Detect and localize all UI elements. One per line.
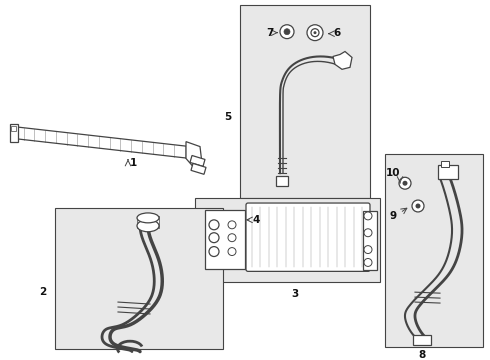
- Circle shape: [228, 248, 236, 256]
- Bar: [363, 211, 377, 270]
- Circle shape: [209, 233, 219, 243]
- Text: 10: 10: [386, 168, 400, 178]
- Circle shape: [228, 234, 236, 242]
- Text: 6: 6: [333, 28, 341, 38]
- Circle shape: [280, 25, 294, 39]
- Bar: [276, 176, 288, 186]
- Text: 4: 4: [252, 215, 260, 225]
- Bar: [195, 198, 380, 282]
- FancyBboxPatch shape: [246, 203, 370, 271]
- Bar: [205, 210, 245, 269]
- Circle shape: [416, 203, 420, 208]
- Polygon shape: [190, 156, 205, 166]
- Bar: [137, 216, 159, 228]
- Text: 2: 2: [39, 287, 47, 297]
- Text: 8: 8: [418, 350, 426, 360]
- Text: 5: 5: [224, 112, 232, 122]
- Circle shape: [209, 247, 219, 257]
- Bar: [240, 5, 370, 198]
- Circle shape: [402, 181, 408, 186]
- Bar: [55, 208, 223, 348]
- Text: 9: 9: [390, 211, 396, 221]
- Circle shape: [314, 31, 317, 34]
- Bar: [11, 126, 16, 131]
- Bar: [441, 161, 449, 167]
- Polygon shape: [186, 141, 202, 165]
- Circle shape: [311, 29, 319, 37]
- Circle shape: [364, 229, 372, 237]
- Bar: [413, 335, 431, 345]
- Polygon shape: [333, 51, 352, 69]
- Text: 7: 7: [266, 28, 274, 38]
- Circle shape: [209, 220, 219, 230]
- Circle shape: [284, 29, 290, 35]
- Ellipse shape: [137, 213, 159, 223]
- Polygon shape: [191, 163, 206, 174]
- Bar: [10, 124, 18, 141]
- Text: 3: 3: [292, 289, 298, 299]
- Text: 1: 1: [129, 158, 137, 168]
- Circle shape: [364, 246, 372, 253]
- Circle shape: [399, 177, 411, 189]
- Ellipse shape: [137, 220, 159, 232]
- Bar: [438, 165, 458, 179]
- Polygon shape: [15, 127, 190, 158]
- Circle shape: [412, 200, 424, 212]
- Bar: [385, 153, 483, 347]
- Circle shape: [307, 25, 323, 41]
- Circle shape: [364, 258, 372, 266]
- Circle shape: [228, 221, 236, 229]
- Circle shape: [364, 212, 372, 220]
